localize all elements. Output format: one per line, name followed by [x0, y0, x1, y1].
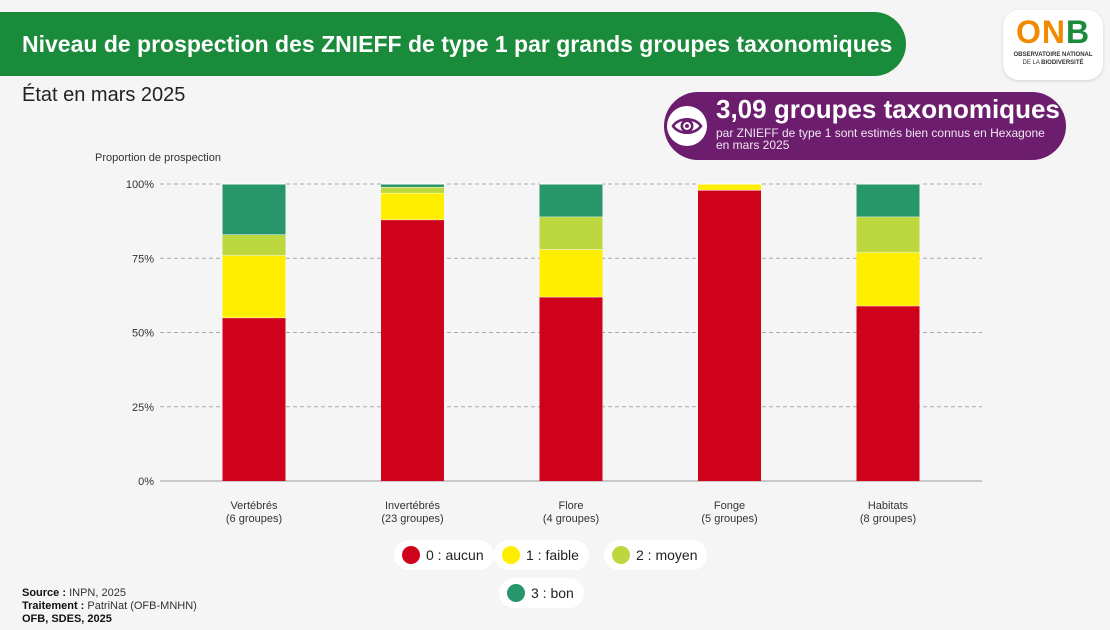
x-tick-label: Fonge: [714, 500, 745, 512]
legend-item-faible: 1 : faible: [494, 540, 589, 570]
legend-label: 0 : aucun: [426, 547, 484, 563]
bar-segment-aucun: [539, 296, 603, 481]
legend-label: 1 : faible: [526, 547, 579, 563]
y-tick-label: 25%: [132, 402, 154, 414]
legend-swatch: [402, 546, 420, 564]
legend-item-bon: 3 : bon: [499, 578, 584, 608]
source-line: Source : INPN, 2025: [22, 587, 126, 599]
onb-logo: ONB OBSERVATOIRE NATIONAL DE LA BIODIVER…: [1003, 10, 1103, 80]
callout-headline: 3,09 groupes taxonomiques: [716, 94, 1060, 124]
x-tick-label: (23 groupes): [381, 513, 443, 525]
y-tick-label: 100%: [126, 179, 154, 191]
bar-segment-faible: [222, 255, 286, 318]
legend-swatch: [612, 546, 630, 564]
key-figure-callout: 3,09 groupes taxonomiques par ZNIEFF de …: [664, 92, 1066, 160]
bar-segment-moyen: [381, 186, 444, 193]
x-tick-label: (6 groupes): [226, 513, 282, 525]
x-tick-label: Invertébrés: [385, 500, 441, 512]
treatment-line: Traitement : PatriNat (OFB-MNHN): [22, 600, 197, 612]
legend-swatch: [507, 584, 525, 602]
eye-icon: [667, 106, 707, 146]
page-subtitle: État en mars 2025: [22, 84, 186, 106]
bar-segment-bon: [539, 184, 603, 217]
bar-segment-moyen: [222, 234, 286, 256]
legend-item-aucun: 0 : aucun: [394, 540, 494, 570]
y-tick-label: 0%: [138, 476, 154, 488]
bar-segment-aucun: [222, 317, 286, 481]
legend-item-moyen: 2 : moyen: [604, 540, 708, 570]
x-tick-label: (5 groupes): [701, 513, 757, 525]
source-block: Source : INPN, 2025 Traitement : PatriNa…: [22, 587, 197, 626]
bar-segment-aucun: [698, 189, 761, 481]
y-axis-title: Proportion de prospection: [95, 152, 221, 164]
logo-line-1: OBSERVATOIRE NATIONAL: [1013, 52, 1093, 58]
title-banner: Niveau de prospection des ZNIEFF de type…: [0, 12, 906, 76]
page-title: Niveau de prospection des ZNIEFF de type…: [22, 30, 893, 57]
bar-segment-bon: [856, 184, 920, 217]
y-tick-label: 75%: [132, 253, 154, 265]
x-tick-label: Habitats: [868, 500, 909, 512]
legend-label: 3 : bon: [531, 585, 574, 601]
bar-segment-faible: [381, 192, 444, 220]
x-tick-label: (8 groupes): [860, 513, 916, 525]
credit-line: OFB, SDES, 2025: [22, 613, 112, 625]
bar-segment-aucun: [381, 219, 444, 481]
bar-segment-bon: [222, 184, 286, 235]
x-tick-label: (4 groupes): [543, 513, 599, 525]
bar-segment-aucun: [856, 305, 920, 481]
bar-segment-moyen: [856, 216, 920, 253]
bar-segment-bon: [381, 184, 444, 187]
logo-wordmark: ONB: [1015, 14, 1091, 50]
bar-segment-faible: [698, 184, 761, 190]
x-tick-label: Flore: [558, 500, 583, 512]
legend-swatch: [502, 546, 520, 564]
bar-segment-moyen: [539, 216, 603, 250]
bar-segment-faible: [539, 249, 603, 297]
callout-detail: par ZNIEFF de type 1 sont estimés bien c…: [716, 126, 1045, 152]
x-tick-label: Vertébrés: [230, 500, 278, 512]
bar-segment-faible: [856, 252, 920, 306]
legend-label: 2 : moyen: [636, 547, 698, 563]
logo-line-2: DE LA BIODIVERSITÉ: [1022, 60, 1084, 66]
y-tick-label: 50%: [132, 328, 154, 340]
